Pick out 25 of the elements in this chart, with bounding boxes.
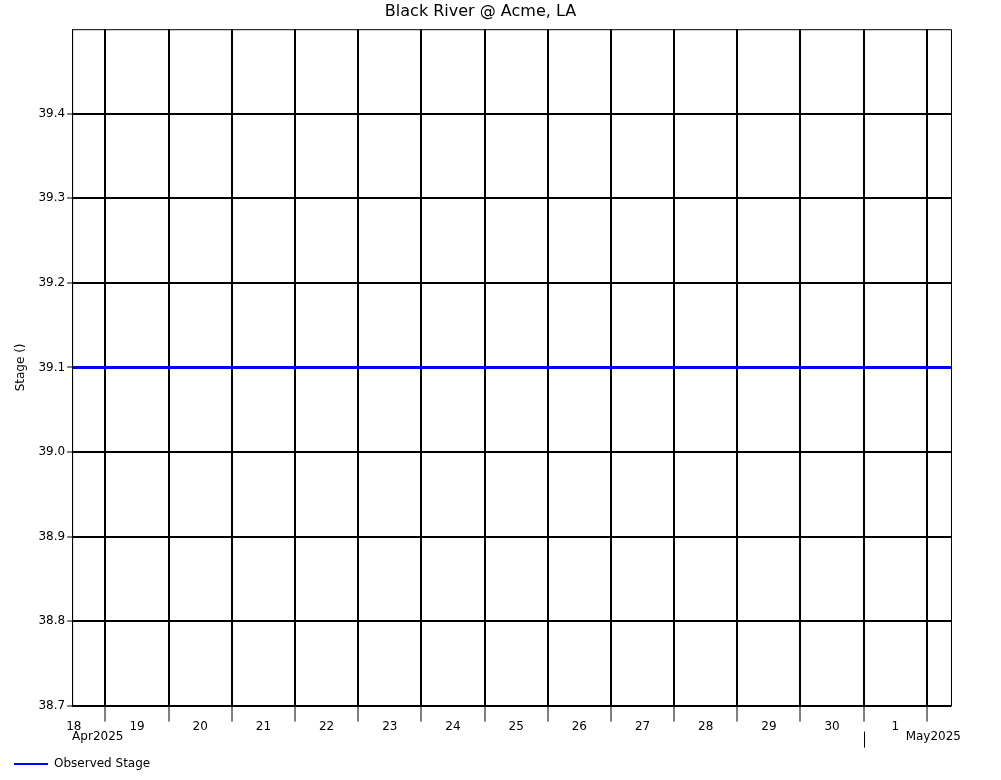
text: May2025	[905, 728, 961, 743]
y-tick-label: 38.7	[38, 697, 66, 712]
y-tick-label: 39.4	[38, 105, 66, 120]
x-tick-label: 26	[571, 718, 587, 733]
x-tick-label: 20	[192, 718, 208, 733]
x-tick-label: 23	[382, 718, 398, 733]
x-tick-label: 27	[634, 718, 651, 733]
x-tick-label: 25	[508, 718, 524, 733]
y-tick-label: 38.8	[38, 613, 66, 628]
x-tick-label: 22	[318, 718, 335, 733]
y-tick-label: 39.1	[38, 359, 66, 374]
y-tick-label: 39.3	[38, 190, 66, 205]
x-tick-label: 21	[255, 718, 272, 733]
y-tick-label: 39.0	[38, 444, 66, 459]
x-tick-label: 28	[698, 718, 714, 733]
y-axis-title: Stage ()	[13, 343, 28, 392]
x-tick-label: 19	[129, 718, 145, 733]
x-tick-label: 1	[891, 718, 900, 733]
y-tick-label: 38.9	[38, 528, 66, 543]
x-tick-label: 29	[761, 718, 777, 733]
legend-label: Observed Stage	[54, 756, 151, 771]
x-tick-label: 24	[445, 718, 461, 733]
y-tick-label: 39.2	[38, 274, 66, 289]
chart-title: Black River @ Acme, LA	[384, 0, 577, 20]
x-tick-label: 30	[824, 718, 840, 733]
